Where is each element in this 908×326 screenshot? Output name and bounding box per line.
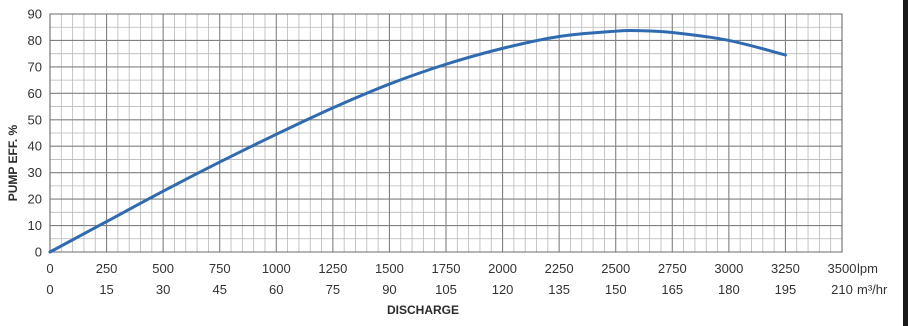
y-tick-label: 0 [35,245,42,260]
y-tick-label: 40 [28,139,42,154]
x-tick-label-lpm: 250 [96,261,118,276]
x-tick-label-lpm: 1000 [262,261,291,276]
x-tick-label-m3hr: 180 [718,282,740,297]
x-tick-label-lpm: 1500 [375,261,404,276]
x-tick-label-lpm: 2250 [545,261,574,276]
series-layer [48,28,787,254]
x-tick-label-lpm: 500 [152,261,174,276]
x-tick-label-m3hr: 150 [605,282,627,297]
x-tick-label-m3hr: 60 [269,282,283,297]
x-tick-label-m3hr: 75 [326,282,340,297]
x-axis-label: DISCHARGE [387,303,459,317]
y-tick-labels: 0 10 20 30 40 50 60 70 80 90 [28,7,42,260]
y-tick-label: 70 [28,59,42,74]
y-tick-label: 80 [28,33,42,48]
y-tick-label: 30 [28,165,42,180]
y-tick-label: 60 [28,86,42,101]
x-tick-label-m3hr: 30 [156,282,170,297]
right-edge-bar [903,0,908,326]
x-tick-labels-lpm: 0 250 500 750 1000 1250 1500 1750 2000 2250 2500 27… [46,261,856,276]
x-tick-label-lpm: 3500 [828,261,857,276]
x-tick-label-lpm: 2000 [488,261,517,276]
x-tick-labels-m3hr: 0 15 30 45 60 75 90 105 120 135 150 165 180 195 210 [46,282,852,297]
x-tick-label-m3hr: 120 [492,282,514,297]
y-tick-label: 10 [28,218,42,233]
x-tick-label-m3hr: 195 [775,282,797,297]
x-tick-label-lpm: 3000 [714,261,743,276]
x-tick-label-lpm: 1250 [318,261,347,276]
major-grid [49,13,843,253]
y-tick-label: 50 [28,112,42,127]
x-tick-label-m3hr: 90 [382,282,396,297]
x-tick-label-lpm: 0 [46,261,53,276]
y-axis-label: PUMP EFF. % [6,124,20,201]
x-tick-label-m3hr: 135 [548,282,570,297]
x-tick-label-m3hr: 165 [661,282,683,297]
minor-grid [50,14,842,252]
x-unit-secondary: m³/hr [857,282,888,297]
y-tick-label: 90 [28,7,42,22]
x-tick-label-lpm: 1750 [432,261,461,276]
efficiency-curve [48,28,787,254]
x-unit-primary: lpm [857,261,878,276]
x-tick-label-lpm: 3250 [771,261,800,276]
x-tick-label-lpm: 750 [209,261,231,276]
plot-frame [49,13,843,253]
x-tick-label-m3hr: 210 [831,282,853,297]
x-tick-label-lpm: 2500 [601,261,630,276]
x-tick-label-m3hr: 45 [212,282,226,297]
x-tick-label-m3hr: 15 [99,282,113,297]
y-tick-label: 20 [28,192,42,207]
x-tick-label-m3hr: 0 [46,282,53,297]
x-tick-label-m3hr: 105 [435,282,457,297]
x-tick-label-lpm: 2750 [658,261,687,276]
